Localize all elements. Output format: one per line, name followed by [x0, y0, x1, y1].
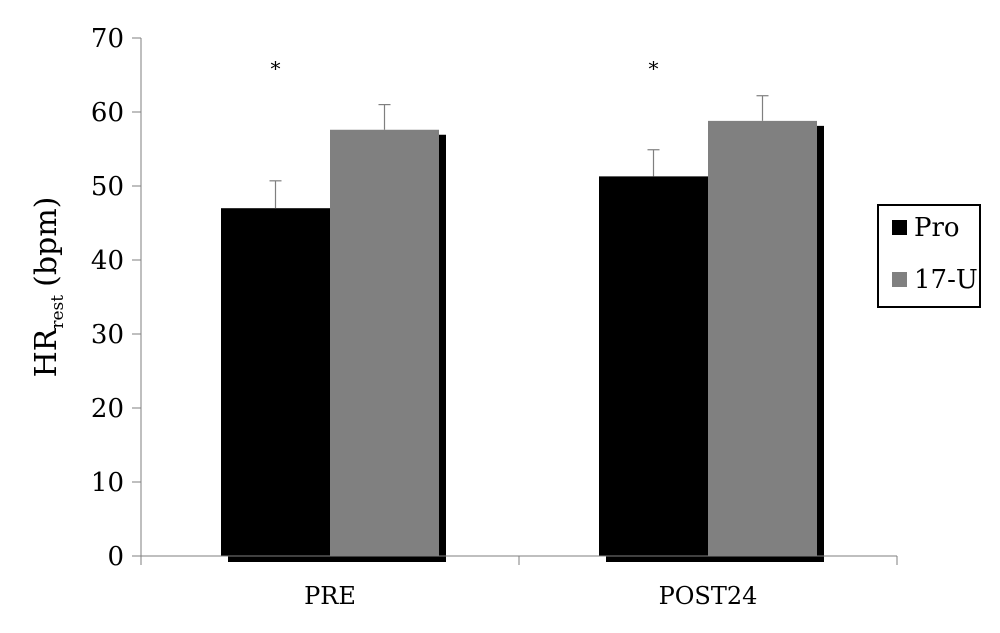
legend: Pro 17-U [877, 204, 981, 308]
y-tick-label: 0 [107, 542, 124, 572]
significance-marker: * [271, 57, 281, 81]
legend-label-17-u: 17-U [914, 265, 978, 295]
y-tick-label: 30 [91, 320, 124, 350]
y-axis-title-unit: (bpm) [29, 197, 64, 287]
y-tick-label: 60 [91, 98, 124, 128]
y-axis-title: HRrest (bpm) [29, 197, 68, 378]
legend-swatch-pro [892, 220, 907, 235]
legend-label-pro: Pro [914, 213, 960, 243]
bar-17-u-post24 [708, 120, 817, 556]
legend-swatch-17-u [892, 272, 907, 287]
y-tick-label: 70 [91, 24, 124, 54]
axes-layer [132, 37, 898, 565]
bar-pro-pre [221, 208, 330, 556]
significance-marker: * [649, 57, 659, 81]
x-category-label: POST24 [659, 582, 758, 610]
bar-17-u-pre [330, 129, 439, 556]
x-category-label: PRE [304, 582, 356, 610]
y-tick-label: 50 [91, 172, 124, 202]
y-tick-label: 20 [91, 394, 124, 424]
labels-layer: 0 10 20 30 40 50 60 70 PRE * POST24 * [91, 24, 758, 610]
bar-pro-post24 [599, 176, 708, 556]
y-axis-title-subscript: rest [48, 295, 68, 329]
y-axis-title-main: HR [29, 327, 64, 377]
y-tick-label: 40 [91, 246, 124, 276]
bars-layer [221, 120, 824, 562]
y-tick-label: 10 [91, 468, 124, 498]
error-bars-layer [269, 95, 769, 209]
